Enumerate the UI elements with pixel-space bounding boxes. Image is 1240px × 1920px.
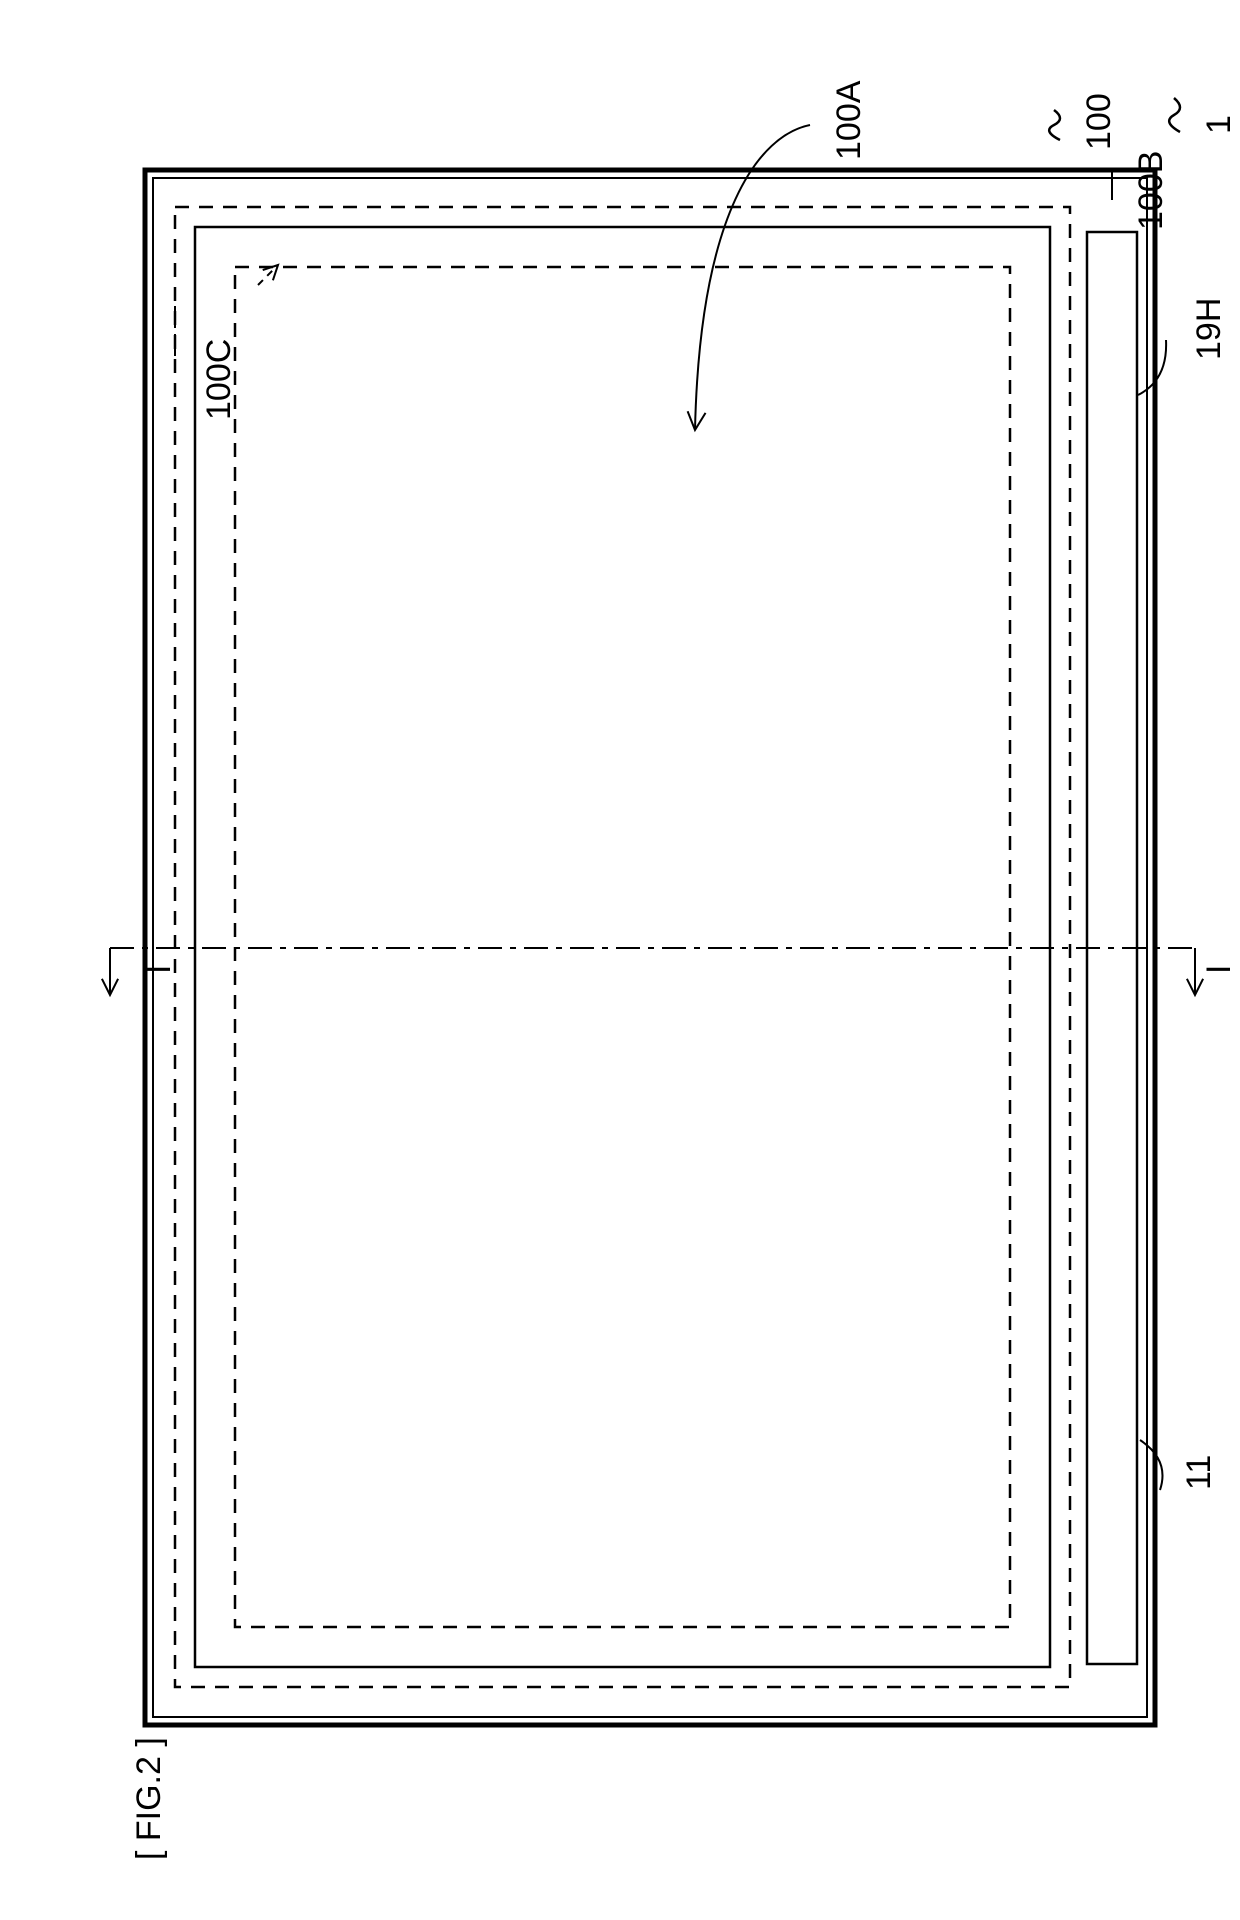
label-display-region: 100A — [830, 81, 869, 160]
label-substrate-region: 100 — [1080, 93, 1119, 150]
label-assembly: 1 — [1200, 115, 1239, 134]
section-marker-top: I — [140, 965, 179, 974]
label-substrate: 11 — [1180, 1455, 1219, 1490]
label-side-slot: 19H — [1190, 298, 1229, 360]
section-marker-bottom: I — [1200, 965, 1239, 974]
figure-page: [ FIG.2 ] 1 100C 100A 100 100B 19H 11 I … — [0, 0, 1240, 1920]
figure-caption: [ FIG.2 ] — [130, 1737, 169, 1860]
label-dashed-region: 100C — [200, 339, 239, 420]
label-side-assembly: 100B — [1132, 151, 1171, 230]
figure-svg — [0, 0, 1240, 1920]
